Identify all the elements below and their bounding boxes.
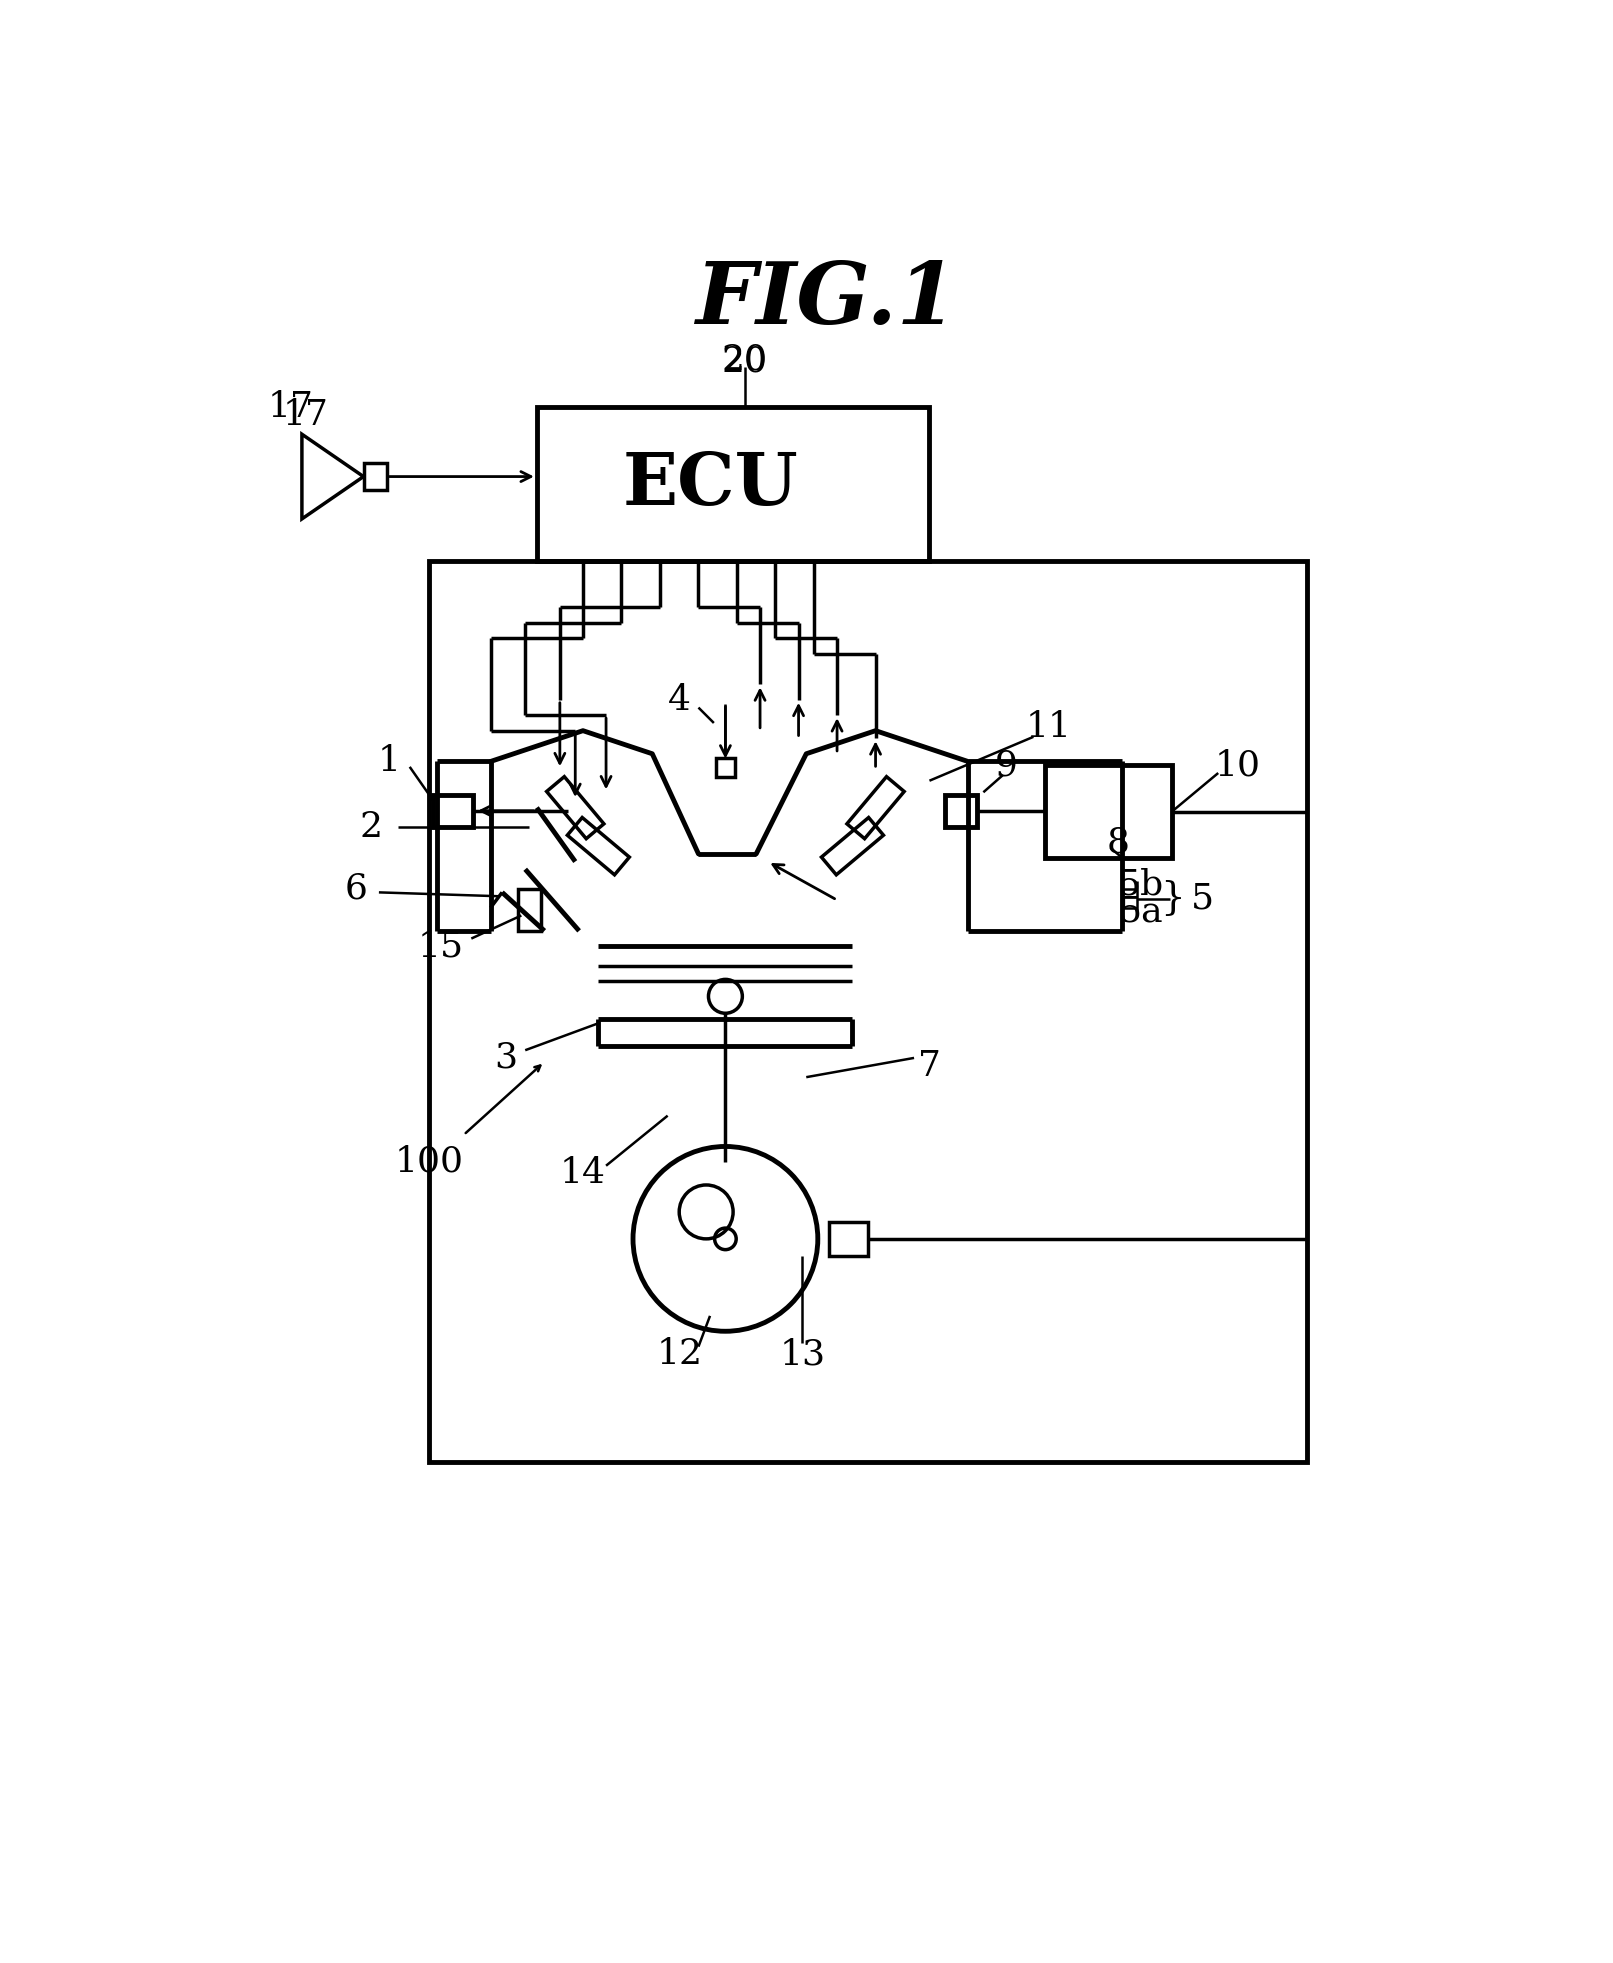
Text: 12: 12 [656,1337,702,1372]
Text: 14: 14 [560,1156,606,1190]
Text: 20: 20 [721,344,768,379]
Text: 13: 13 [779,1337,826,1372]
Text: 3: 3 [495,1040,518,1076]
Text: FIG.1: FIG.1 [695,257,957,342]
Bar [363,463,387,491]
Bar [716,758,734,777]
Bar [1045,766,1173,858]
Text: }: } [1160,879,1184,917]
Bar [829,1221,868,1256]
Text: 4: 4 [668,683,690,716]
Bar [518,889,540,930]
Bar [429,561,1307,1462]
Text: 20: 20 [721,342,768,377]
Text: 9: 9 [995,748,1018,783]
Text: ECU: ECU [623,450,798,520]
Text: 1: 1 [377,744,400,779]
Text: 6: 6 [344,872,368,905]
Text: 11: 11 [1026,711,1071,744]
Text: 2: 2 [360,811,382,844]
Text: 8: 8 [1107,824,1129,860]
Text: 17: 17 [282,398,329,432]
Bar [945,795,977,826]
Bar [432,795,473,826]
Bar [537,406,929,561]
Text: 5a: 5a [1119,895,1163,928]
Text: 5: 5 [1192,881,1215,915]
Text: 7: 7 [918,1048,940,1084]
Text: 10: 10 [1215,748,1260,783]
Text: 17: 17 [268,391,313,424]
Text: 5b: 5b [1118,868,1165,901]
Text: 15: 15 [418,928,463,964]
Text: 100: 100 [395,1144,463,1180]
